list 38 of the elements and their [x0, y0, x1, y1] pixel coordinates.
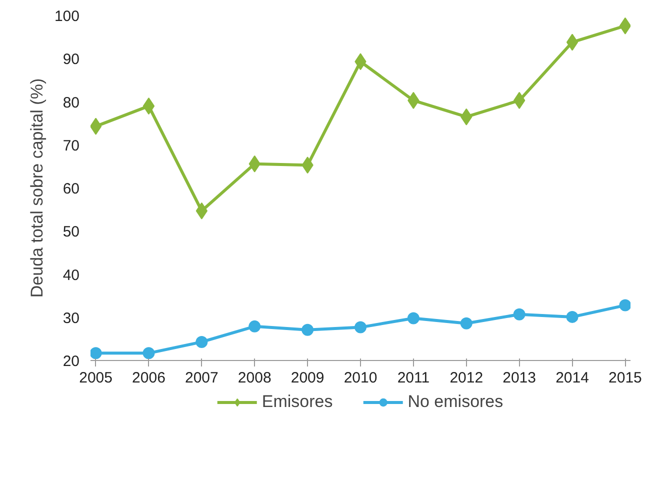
y-axis-title: Deuda total sobre capital (%): [27, 78, 46, 298]
legend-label: No emisores: [408, 392, 504, 412]
point: [196, 336, 208, 348]
x-tick-label: 2006: [132, 370, 166, 386]
x-tick-label: 2013: [502, 370, 536, 386]
x-tick-label: 2007: [184, 370, 218, 386]
x-tick-label: 2014: [556, 370, 589, 386]
y-tick-label: 50: [62, 224, 80, 241]
point: [90, 347, 102, 360]
point: [302, 324, 314, 336]
y-tick-label: 100: [54, 8, 80, 25]
x-tick-label: 2008: [238, 370, 272, 386]
x-tick-label: 2009: [290, 370, 324, 386]
point: [248, 320, 261, 332]
point: [513, 92, 526, 109]
y-tick-label: 80: [62, 94, 80, 112]
point: [513, 308, 526, 320]
point: [142, 347, 155, 360]
x-tick-label: 2015: [608, 370, 642, 386]
point: [566, 310, 578, 323]
point: [407, 312, 420, 324]
y-tick-label: 90: [62, 51, 80, 68]
point: [196, 202, 208, 220]
x-tick-label: 2012: [450, 370, 484, 386]
y-tick-label: 30: [62, 310, 80, 327]
x-tick-label: 2010: [344, 370, 378, 386]
point: [460, 317, 472, 330]
x-tick-label: 2011: [397, 370, 430, 386]
x-tick-label: 2005: [79, 370, 112, 386]
point: [142, 98, 155, 115]
y-tick-label: 70: [62, 137, 80, 154]
y-tick-label: 20: [62, 353, 80, 370]
y-tick-label: 40: [62, 266, 80, 284]
y-tick-label: 60: [62, 180, 80, 198]
point: [354, 321, 366, 334]
point: [619, 299, 630, 312]
point: [566, 34, 578, 51]
legend-label: Emisores: [262, 392, 333, 412]
